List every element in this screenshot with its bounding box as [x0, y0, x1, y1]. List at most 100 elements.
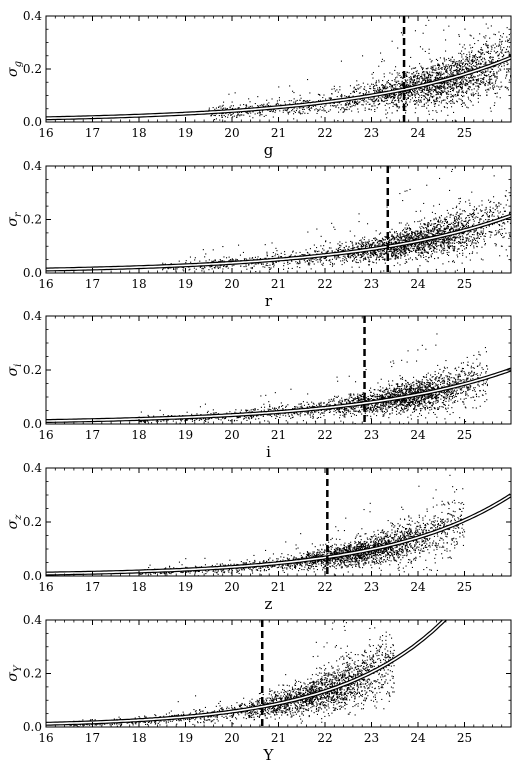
scatter-point — [419, 233, 421, 235]
scatter-point — [421, 219, 423, 221]
scatter-point — [461, 219, 463, 221]
scatter-point — [307, 264, 309, 266]
scatter-point — [400, 251, 402, 253]
scatter-point — [221, 114, 223, 116]
scatter-point — [284, 251, 286, 253]
scatter-point — [453, 82, 455, 84]
scatter-point — [499, 45, 501, 47]
scatter-point — [419, 247, 421, 249]
scatter-point — [317, 93, 319, 95]
scatter-point — [379, 254, 381, 256]
scatter-point — [286, 109, 288, 111]
scatter-point — [378, 91, 380, 93]
scatter-point — [278, 86, 280, 88]
scatter-point — [453, 88, 455, 90]
scatter-point — [438, 66, 440, 68]
scatter-point — [318, 94, 320, 96]
scatter-point — [460, 81, 462, 83]
scatter-point — [476, 82, 478, 84]
scatter-point — [377, 100, 379, 102]
scatter-point — [472, 92, 474, 94]
scatter-point — [428, 240, 430, 242]
scatter-point — [461, 76, 463, 78]
scatter-point — [432, 74, 434, 76]
scatter-point — [483, 36, 485, 38]
scatter-point — [310, 268, 312, 270]
scatter-point — [501, 245, 503, 247]
scatter-point — [372, 261, 374, 263]
scatter-point — [283, 268, 285, 270]
scatter-point — [445, 237, 447, 239]
scatter-point — [434, 234, 436, 236]
scatter-point — [434, 251, 436, 253]
scatter-point — [364, 107, 366, 109]
scatter-point — [174, 268, 176, 270]
scatter-point — [411, 80, 413, 82]
scatter-point — [395, 88, 397, 90]
scatter-point — [418, 244, 420, 246]
scatter-point — [267, 105, 269, 107]
scatter-point — [489, 83, 491, 85]
scatter-point — [421, 242, 423, 244]
scatter-point — [175, 270, 177, 272]
scatter-point — [389, 96, 391, 98]
scatter-point — [473, 231, 475, 233]
scatter-point — [427, 224, 429, 226]
scatter-point — [401, 83, 403, 85]
scatter-point — [428, 232, 430, 234]
scatter-point — [507, 89, 509, 91]
scatter-point — [391, 235, 393, 237]
scatter-point — [438, 216, 440, 218]
scatter-point — [377, 89, 379, 91]
scatter-point — [491, 75, 493, 77]
scatter-point — [355, 103, 357, 105]
scatter-point — [449, 231, 451, 233]
scatter-point — [415, 236, 417, 238]
scatter-point — [400, 84, 402, 86]
scatter-point — [427, 90, 429, 92]
scatter-point — [319, 259, 321, 261]
scatter-point — [376, 249, 378, 251]
scatter-point — [501, 50, 503, 52]
scatter-point — [492, 207, 494, 209]
scatter-point — [499, 211, 501, 213]
scatter-point — [442, 62, 444, 64]
scatter-point — [487, 216, 489, 218]
scatter-point — [364, 88, 366, 90]
scatter-point — [403, 248, 405, 250]
scatter-point — [298, 107, 300, 109]
scatter-point — [444, 240, 446, 242]
scatter-point — [352, 95, 354, 97]
scatter-point — [366, 241, 368, 243]
scatter-point — [500, 51, 502, 53]
scatter-point — [298, 111, 300, 113]
scatter-point — [439, 71, 441, 73]
scatter-point — [357, 103, 359, 105]
scatter-point — [417, 230, 419, 232]
scatter-point — [433, 103, 435, 105]
scatter-point — [499, 231, 501, 233]
scatter-point — [397, 257, 399, 259]
scatter-point — [280, 256, 282, 258]
scatter-point — [458, 60, 460, 62]
scatter-point — [378, 81, 380, 83]
scatter-point — [448, 57, 450, 59]
scatter-point — [361, 243, 363, 245]
scatter-point — [374, 110, 376, 112]
scatter-point — [475, 239, 477, 241]
scatter-point — [436, 96, 438, 98]
scatter-point — [435, 100, 437, 102]
scatter-point — [436, 91, 438, 93]
scatter-point — [436, 232, 438, 234]
scatter-point — [469, 80, 471, 82]
scatter-point — [506, 74, 508, 76]
scatter-point — [456, 70, 458, 72]
scatter-point — [508, 46, 510, 48]
scatter-point — [442, 86, 444, 88]
scatter-point — [496, 73, 498, 75]
scatter-point — [473, 211, 475, 213]
scatter-point — [486, 80, 488, 82]
scatter-point — [257, 256, 259, 258]
scatter-point — [439, 233, 441, 235]
